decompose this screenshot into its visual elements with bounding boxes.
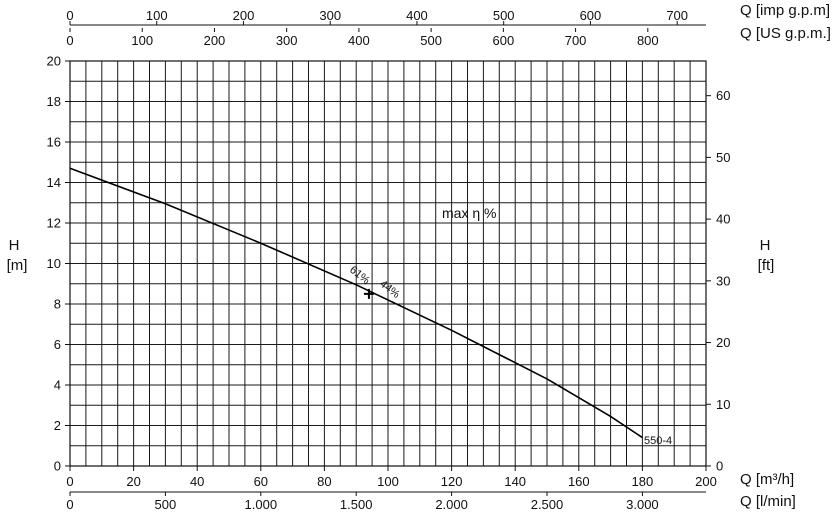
x-usgpm-tick-label-300: 300 xyxy=(276,33,298,48)
x-lmin-tick-label-1500: 1.500 xyxy=(340,497,373,512)
x-m3h-label: Q [m³/h] xyxy=(740,471,794,488)
grid-lines xyxy=(70,61,706,466)
y-left-tick-label-6: 6 xyxy=(54,337,61,352)
x-lmin-tick-label-3000: 3.000 xyxy=(626,497,659,512)
x-m3h-tick-label-180: 180 xyxy=(632,474,654,489)
x-lmin-tick-label-2000: 2.000 xyxy=(435,497,468,512)
y-right-label-h: H xyxy=(760,237,771,254)
x-impgpm-tick-label-500: 500 xyxy=(493,8,515,23)
y-right-tick-label-20: 20 xyxy=(716,335,730,350)
x-impgpm-tick-label-300: 300 xyxy=(319,8,341,23)
x-m3h-tick-label-60: 60 xyxy=(254,474,268,489)
axes xyxy=(65,21,711,496)
y-right-tick-label-40: 40 xyxy=(716,212,730,227)
y-left-tick-label-14: 14 xyxy=(47,175,61,190)
y-right-tick-label-50: 50 xyxy=(716,150,730,165)
y-right-tick-label-0: 0 xyxy=(716,459,723,474)
y-left-tick-label-16: 16 xyxy=(47,135,61,150)
x-lmin-tick-label-500: 500 xyxy=(155,497,177,512)
x-m3h-tick-label-160: 160 xyxy=(568,474,590,489)
series-group xyxy=(69,167,643,439)
x-usgpm-tick-label-600: 600 xyxy=(493,33,515,48)
x-lmin-tick-label-0: 0 xyxy=(66,497,73,512)
x-m3h-tick-label-120: 120 xyxy=(441,474,463,489)
x-m3h-tick-label-0: 0 xyxy=(66,474,73,489)
y-left-tick-label-12: 12 xyxy=(47,216,61,231)
y-left-tick-label-8: 8 xyxy=(54,297,61,312)
x-usgpm-tick-label-500: 500 xyxy=(420,33,442,48)
x-usgpm-tick-label-800: 800 xyxy=(637,33,659,48)
x-impgpm-tick-label-700: 700 xyxy=(666,8,688,23)
y-left-tick-label-10: 10 xyxy=(47,256,61,271)
x-usgpm-tick-label-200: 200 xyxy=(204,33,226,48)
y-right-tick-label-10: 10 xyxy=(716,397,730,412)
x-impgpm-tick-label-200: 200 xyxy=(233,8,255,23)
y-left-label-unit: [m] xyxy=(7,257,28,274)
x-usgpm-tick-label-400: 400 xyxy=(348,33,370,48)
series-line-0 xyxy=(69,167,643,439)
x-m3h-tick-label-80: 80 xyxy=(317,474,331,489)
y-left-tick-label-0: 0 xyxy=(54,459,61,474)
x-usgpm-label: Q [US g.p.m.] xyxy=(740,25,831,42)
x-impgpm-label: Q [imp g.p.m] xyxy=(740,2,830,19)
x-lmin-label: Q [l/min] xyxy=(740,493,796,510)
x-m3h-tick-label-100: 100 xyxy=(377,474,399,489)
x-m3h-tick-label-40: 40 xyxy=(190,474,204,489)
x-m3h-tick-label-20: 20 xyxy=(126,474,140,489)
y-left-label-h: H xyxy=(9,237,20,254)
x-m3h-tick-label-200: 200 xyxy=(695,474,717,489)
bep-marker xyxy=(363,288,374,299)
y-left-tick-label-18: 18 xyxy=(47,94,61,109)
x-impgpm-tick-label-100: 100 xyxy=(146,8,168,23)
y-right-tick-label-30: 30 xyxy=(716,273,730,288)
x-impgpm-tick-label-400: 400 xyxy=(406,8,428,23)
y-right-tick-label-60: 60 xyxy=(716,88,730,103)
y-left-tick-label-4: 4 xyxy=(54,378,61,393)
x-lmin-tick-label-1000: 1.000 xyxy=(245,497,278,512)
max-eta-annotation: max η % xyxy=(442,205,496,221)
x-usgpm-tick-label-700: 700 xyxy=(565,33,587,48)
y-left-tick-label-20: 20 xyxy=(47,54,61,69)
x-m3h-tick-label-140: 140 xyxy=(504,474,526,489)
curve-label-550-4: 550-4 xyxy=(644,435,672,447)
y-right-label-unit: [ft] xyxy=(758,257,775,274)
x-impgpm-tick-label-600: 600 xyxy=(580,8,602,23)
y-left-tick-label-2: 2 xyxy=(54,418,61,433)
x-impgpm-tick-label-0: 0 xyxy=(66,8,73,23)
x-lmin-tick-label-2500: 2.500 xyxy=(531,497,564,512)
eff-44-annotation: 44% xyxy=(377,278,402,301)
x-usgpm-tick-label-0: 0 xyxy=(66,33,73,48)
x-usgpm-tick-label-100: 100 xyxy=(131,33,153,48)
